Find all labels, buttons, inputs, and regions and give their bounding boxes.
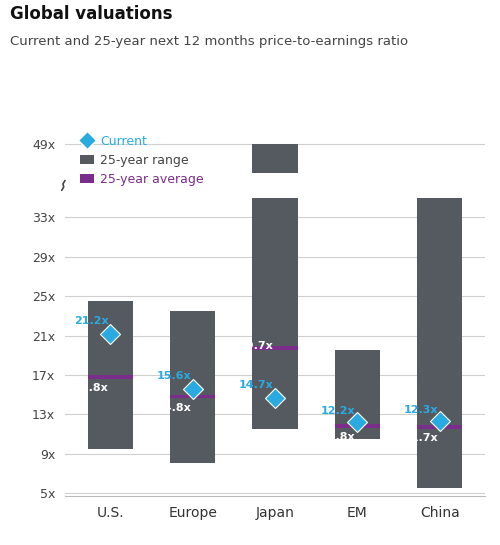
Bar bbox=[417, 173, 463, 276]
Bar bbox=[417, 198, 463, 488]
Bar bbox=[252, 143, 298, 173]
Bar bbox=[334, 350, 380, 439]
Text: 15.6x: 15.6x bbox=[156, 371, 191, 381]
Bar bbox=[417, 425, 463, 429]
Text: 14.7x: 14.7x bbox=[238, 380, 274, 390]
Bar bbox=[417, 173, 463, 198]
Bar bbox=[252, 347, 298, 350]
Text: 14.8x: 14.8x bbox=[156, 403, 191, 413]
Bar bbox=[88, 301, 133, 449]
Legend: Current, 25-year range, 25-year average: Current, 25-year range, 25-year average bbox=[76, 130, 209, 191]
Bar bbox=[252, 173, 298, 198]
Text: 11.7x: 11.7x bbox=[404, 433, 438, 444]
Text: 16.8x: 16.8x bbox=[74, 383, 108, 393]
Bar bbox=[170, 311, 216, 463]
Text: 11.8x: 11.8x bbox=[321, 433, 356, 443]
Text: Current and 25-year next 12 months price-to-earnings ratio: Current and 25-year next 12 months price… bbox=[10, 35, 408, 49]
Text: Global valuations: Global valuations bbox=[10, 5, 172, 23]
Bar bbox=[170, 395, 216, 398]
Bar bbox=[88, 375, 133, 379]
Text: 21.2x: 21.2x bbox=[74, 316, 108, 326]
Text: 19.7x: 19.7x bbox=[238, 341, 274, 352]
Bar bbox=[334, 424, 380, 428]
Bar bbox=[252, 198, 298, 429]
Text: 12.2x: 12.2x bbox=[321, 406, 356, 416]
Text: 12.3x: 12.3x bbox=[404, 405, 438, 415]
